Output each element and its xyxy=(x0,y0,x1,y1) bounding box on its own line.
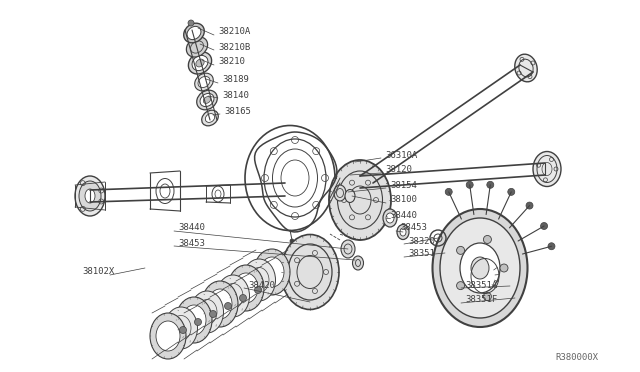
Ellipse shape xyxy=(205,113,214,122)
Text: 38351F: 38351F xyxy=(465,295,497,305)
Text: 38102X: 38102X xyxy=(82,267,115,276)
Ellipse shape xyxy=(254,249,290,295)
Ellipse shape xyxy=(329,160,391,240)
Ellipse shape xyxy=(79,181,101,211)
Text: 38440: 38440 xyxy=(178,224,205,232)
Circle shape xyxy=(195,318,202,326)
Circle shape xyxy=(456,246,465,254)
Ellipse shape xyxy=(460,243,500,293)
Circle shape xyxy=(179,327,186,334)
Circle shape xyxy=(290,239,294,243)
Ellipse shape xyxy=(208,289,232,319)
Text: 38140: 38140 xyxy=(222,90,249,99)
Ellipse shape xyxy=(440,218,520,318)
Ellipse shape xyxy=(353,256,364,270)
Ellipse shape xyxy=(187,26,201,39)
Ellipse shape xyxy=(75,176,105,216)
Ellipse shape xyxy=(515,54,537,82)
Ellipse shape xyxy=(228,265,264,311)
Ellipse shape xyxy=(471,257,489,279)
Ellipse shape xyxy=(345,189,355,202)
Ellipse shape xyxy=(156,321,180,351)
Text: 38420: 38420 xyxy=(248,280,275,289)
Text: 38189: 38189 xyxy=(222,76,249,84)
Circle shape xyxy=(225,302,232,310)
Text: 38165: 38165 xyxy=(224,108,251,116)
Text: 38210A: 38210A xyxy=(218,28,250,36)
Ellipse shape xyxy=(433,209,527,327)
Text: 38100: 38100 xyxy=(390,196,417,205)
Circle shape xyxy=(188,20,194,26)
Circle shape xyxy=(466,181,473,188)
Ellipse shape xyxy=(164,307,198,349)
Ellipse shape xyxy=(198,76,210,88)
Ellipse shape xyxy=(334,185,346,201)
Ellipse shape xyxy=(192,55,208,71)
Text: R380000X: R380000X xyxy=(555,353,598,362)
Ellipse shape xyxy=(196,59,204,67)
Circle shape xyxy=(526,202,533,209)
Circle shape xyxy=(239,295,246,301)
Ellipse shape xyxy=(533,151,561,186)
Ellipse shape xyxy=(188,52,212,74)
Circle shape xyxy=(483,292,492,301)
Circle shape xyxy=(541,222,548,230)
Ellipse shape xyxy=(216,275,250,317)
Ellipse shape xyxy=(260,257,284,287)
Text: 38210B: 38210B xyxy=(218,42,250,51)
Ellipse shape xyxy=(341,240,355,258)
Ellipse shape xyxy=(85,189,95,203)
Circle shape xyxy=(255,286,262,294)
Text: 38320: 38320 xyxy=(408,237,435,246)
Ellipse shape xyxy=(204,97,211,103)
Ellipse shape xyxy=(191,291,223,333)
Ellipse shape xyxy=(281,234,339,310)
Ellipse shape xyxy=(202,281,238,327)
Ellipse shape xyxy=(186,37,207,57)
Ellipse shape xyxy=(243,259,275,301)
Ellipse shape xyxy=(202,110,218,126)
Text: 36310A: 36310A xyxy=(385,151,417,160)
Ellipse shape xyxy=(184,23,204,43)
Circle shape xyxy=(456,282,465,290)
Text: 38154: 38154 xyxy=(390,180,417,189)
Text: 38453: 38453 xyxy=(178,238,205,247)
Ellipse shape xyxy=(176,297,212,343)
Ellipse shape xyxy=(196,90,218,110)
Ellipse shape xyxy=(150,313,186,359)
Circle shape xyxy=(508,188,515,195)
Circle shape xyxy=(500,264,508,272)
Ellipse shape xyxy=(182,305,206,335)
Text: 38440: 38440 xyxy=(390,211,417,219)
Text: 38351: 38351 xyxy=(408,250,435,259)
Text: 38453: 38453 xyxy=(400,224,427,232)
Ellipse shape xyxy=(200,93,214,107)
Ellipse shape xyxy=(383,209,397,227)
Ellipse shape xyxy=(234,273,258,303)
Text: 38120: 38120 xyxy=(385,166,412,174)
Circle shape xyxy=(209,311,216,317)
Circle shape xyxy=(487,181,494,188)
Ellipse shape xyxy=(386,213,394,223)
Ellipse shape xyxy=(400,228,406,236)
Text: 38210: 38210 xyxy=(218,58,245,67)
Circle shape xyxy=(445,188,452,195)
Circle shape xyxy=(548,243,555,250)
Circle shape xyxy=(483,235,492,243)
Text: 38351A: 38351A xyxy=(465,280,497,289)
Ellipse shape xyxy=(397,224,409,240)
Ellipse shape xyxy=(195,73,213,91)
